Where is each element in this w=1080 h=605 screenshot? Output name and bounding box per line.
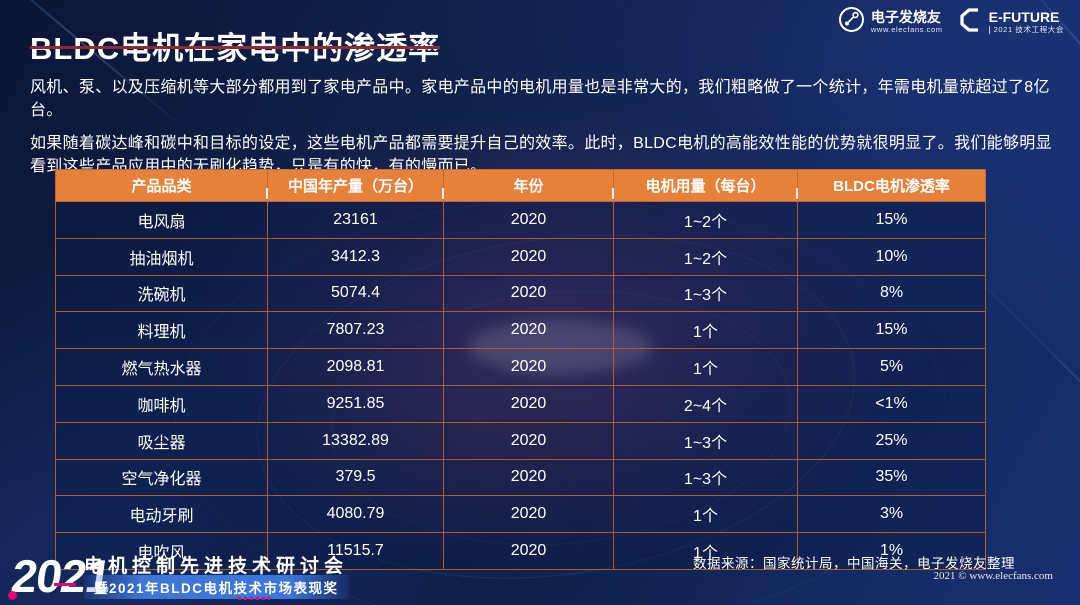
cell-penetration: 25%: [797, 421, 986, 460]
table-row: 咖啡机 9251.85 2020 2~4个 <1%: [55, 384, 986, 423]
event-subtitle-band: 暨2021年BLDC电机技术市场表现奖: [54, 575, 349, 599]
cell-product: 空气净化器: [55, 458, 268, 497]
cell-year: 2020: [443, 274, 614, 313]
cell-year: 2020: [443, 348, 614, 386]
cell-product: 电风扇: [55, 201, 268, 239]
cell-product: 抽油烟机: [55, 237, 268, 276]
column-header-product: 产品品类: [55, 169, 269, 202]
cell-output: 7807.23: [267, 311, 444, 350]
cell-year: 2020: [443, 532, 614, 570]
efuture-logo-text: E-FUTURE 2021 技术工程大会: [988, 8, 1064, 35]
cell-penetration: <1%: [797, 384, 986, 423]
cell-output: 11515.7: [267, 532, 444, 570]
logo-bar: 电子发烧友 www.elecfans.com E-FUTURE 2021 技术工…: [838, 6, 1064, 38]
cell-usage: 1个: [613, 532, 798, 570]
cell-usage: 1个: [613, 495, 798, 534]
table-row: 洗碗机 5074.4 2020 1~3个 8%: [55, 274, 986, 313]
cell-output: 379.5: [267, 458, 444, 497]
event-title: 电机控制先进技术研讨会: [84, 556, 349, 577]
table-header-row: 产品品类 中国年产量（万台） 年份 电机用量（每台） BLDC电机渗透率: [55, 169, 986, 202]
cell-penetration: 3%: [797, 495, 986, 534]
copyright-note: 2021 © www.elecfans.com: [933, 570, 1053, 582]
cell-output: 23161: [267, 201, 444, 239]
cell-year: 2020: [443, 237, 614, 276]
cell-product: 吸尘器: [55, 421, 268, 460]
elecfans-logo-text: 电子发烧友 www.elecfans.com: [870, 9, 943, 34]
cell-output: 4080.79: [267, 495, 444, 534]
table-row: 电吹风 11515.7 2020 1个 1%: [55, 532, 986, 570]
cell-year: 2020: [443, 421, 614, 460]
table-row: 抽油烟机 3412.3 2020 1~2个 10%: [55, 237, 986, 276]
table-row: 电动牙刷 4080.79 2020 1个 3%: [55, 495, 986, 534]
column-header-motor-usage: 电机用量（每台）: [613, 169, 799, 202]
cell-year: 2020: [443, 384, 614, 423]
cell-product: 咖啡机: [55, 384, 268, 423]
cell-output: 13382.89: [267, 421, 444, 460]
cell-product: 洗碗机: [55, 274, 268, 313]
cell-product: 电动牙刷: [55, 495, 268, 534]
table-row: 空气净化器 379.5 2020 1~3个 35%: [55, 458, 986, 497]
efuture-name: E-FUTURE: [988, 8, 1060, 25]
efuture-subtitle: 2021 技术工程大会: [988, 25, 1064, 35]
cell-year: 2020: [443, 458, 614, 497]
cell-penetration: 8%: [797, 274, 986, 313]
cell-output: 2098.81: [267, 348, 444, 386]
efuture-hexagon-icon: [959, 7, 983, 38]
cell-usage: 1~2个: [613, 201, 798, 239]
cell-penetration: 15%: [797, 311, 986, 350]
cell-output: 5074.4: [267, 274, 444, 313]
penetration-table: 产品品类 中国年产量（万台） 年份 电机用量（每台） BLDC电机渗透率 电风扇…: [55, 169, 986, 570]
cell-usage: 1~3个: [613, 421, 798, 460]
cell-usage: 1~3个: [613, 274, 798, 313]
cell-product: 料理机: [55, 311, 268, 350]
cell-penetration: 10%: [797, 237, 986, 276]
intro-paragraph-1: 风机、泵、以及压缩机等大部分都用到了家电产品中。家电产品中的电机用量也是非常大的…: [30, 79, 1050, 119]
cell-year: 2020: [443, 201, 614, 239]
column-header-year: 年份: [443, 169, 615, 202]
elecfans-name: 电子发烧友: [870, 9, 941, 26]
cell-year: 2020: [443, 495, 614, 534]
table-row: 料理机 7807.23 2020 1个 15%: [55, 311, 986, 350]
magenta-dots-decor: [238, 597, 270, 600]
table-row: 电风扇 23161 2020 1~2个 15%: [55, 201, 986, 239]
efuture-logo-group: E-FUTURE 2021 技术工程大会: [959, 7, 1064, 38]
cell-usage: 1~3个: [613, 458, 798, 497]
cell-penetration: 15%: [797, 201, 986, 239]
column-header-output: 中国年产量（万台）: [267, 169, 445, 202]
cell-penetration: 35%: [797, 458, 986, 497]
cell-product: 电吹风: [55, 532, 268, 570]
title-underline: [30, 46, 440, 49]
elecfans-logo-group: 电子发烧友 www.elecfans.com: [838, 6, 943, 38]
cell-usage: 1个: [613, 311, 798, 350]
cell-year: 2020: [443, 311, 614, 350]
data-source-note: 数据来源：国家统计局，中国海关，电子发烧友整理: [693, 556, 1015, 571]
cell-usage: 1~2个: [613, 237, 798, 276]
cell-output: 9251.85: [267, 384, 444, 423]
cell-penetration: 5%: [797, 348, 986, 386]
cell-usage: 1个: [613, 348, 798, 386]
table-row: 吸尘器 13382.89 2020 1~3个 25%: [55, 421, 986, 460]
elecfans-site: www.elecfans.com: [870, 24, 943, 34]
cell-penetration: 1%: [797, 532, 986, 570]
cell-usage: 2~4个: [613, 384, 798, 423]
column-header-penetration: BLDC电机渗透率: [797, 169, 986, 202]
magenta-dot: [8, 591, 17, 600]
elecfans-circuit-icon: [838, 6, 865, 38]
cell-product: 燃气热水器: [55, 348, 268, 386]
table-row: 燃气热水器 2098.81 2020 1个 5%: [55, 348, 986, 386]
cell-output: 3412.3: [267, 237, 444, 276]
